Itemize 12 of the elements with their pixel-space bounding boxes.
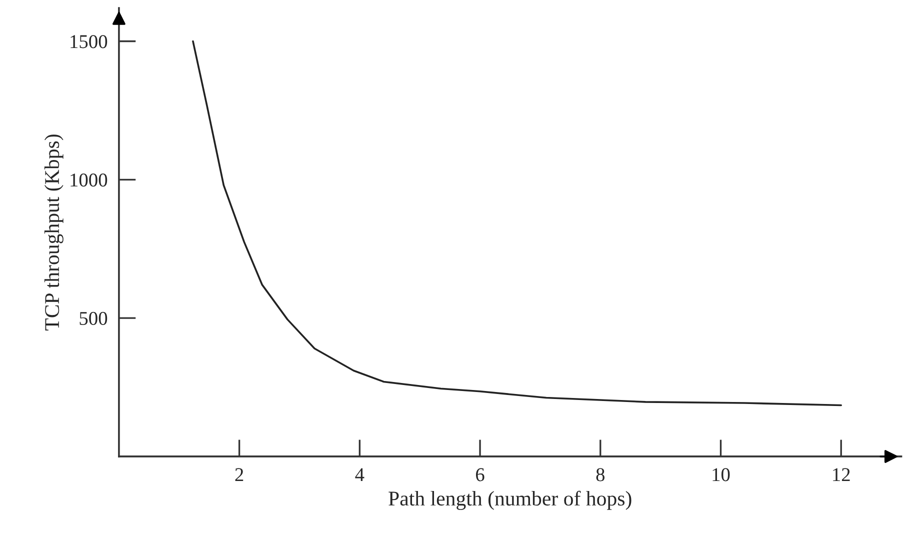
y-axis-title: TCP throughput (Kbps): [44, 134, 64, 330]
x-tick-label: 4: [355, 468, 364, 482]
line-series: [192, 40, 842, 406]
x-tick-label: 10: [712, 468, 730, 482]
x-axis-title: Path length (number of hops): [388, 490, 632, 510]
x-tick-label: 6: [476, 468, 484, 482]
y-tick-label: 500: [80, 312, 108, 325]
x-tick-label: 12: [833, 468, 850, 482]
x-tick-label: 2: [235, 468, 244, 482]
x-tick-label: 8: [596, 468, 604, 482]
y-tick-label: 1000: [70, 173, 108, 187]
y-tick-label: 1500: [70, 35, 108, 48]
